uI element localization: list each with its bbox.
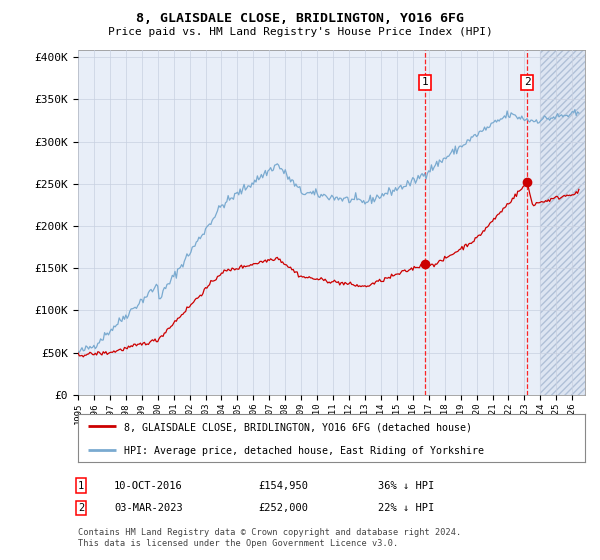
Text: HPI: Average price, detached house, East Riding of Yorkshire: HPI: Average price, detached house, East… [124,446,484,456]
Text: 1: 1 [78,480,84,491]
Text: 22% ↓ HPI: 22% ↓ HPI [378,503,434,513]
Text: £252,000: £252,000 [258,503,308,513]
Text: 8, GLAISDALE CLOSE, BRIDLINGTON, YO16 6FG (detached house): 8, GLAISDALE CLOSE, BRIDLINGTON, YO16 6F… [124,422,472,432]
Bar [541,50,585,395]
Text: 2: 2 [78,503,84,513]
Text: 1: 1 [422,77,428,87]
Bar [541,49,585,395]
Text: Price paid vs. HM Land Registry's House Price Index (HPI): Price paid vs. HM Land Registry's House … [107,27,493,37]
Text: 10-OCT-2016: 10-OCT-2016 [114,480,183,491]
Text: 36% ↓ HPI: 36% ↓ HPI [378,480,434,491]
Text: 8, GLAISDALE CLOSE, BRIDLINGTON, YO16 6FG: 8, GLAISDALE CLOSE, BRIDLINGTON, YO16 6F… [136,12,464,25]
Text: 03-MAR-2023: 03-MAR-2023 [114,503,183,513]
Text: This data is licensed under the Open Government Licence v3.0.: This data is licensed under the Open Gov… [78,539,398,548]
Text: 2: 2 [524,77,530,87]
Text: £154,950: £154,950 [258,480,308,491]
Text: Contains HM Land Registry data © Crown copyright and database right 2024.: Contains HM Land Registry data © Crown c… [78,528,461,536]
